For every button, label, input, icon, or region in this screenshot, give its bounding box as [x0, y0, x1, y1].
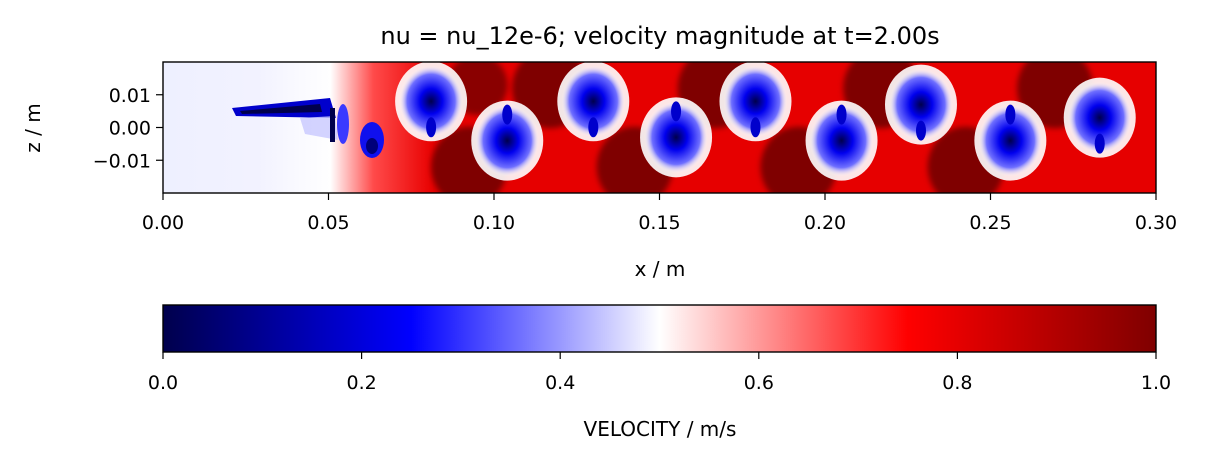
vortex-blob	[884, 64, 957, 145]
vortex-blob	[395, 62, 468, 142]
x-tick-label: 0.15	[638, 212, 680, 234]
x-axis: 0.00 0.05 0.10 0.15 0.20 0.25 0.30	[142, 193, 1177, 234]
blob-tail	[750, 117, 761, 138]
colorbar-tick-label: 0.6	[744, 372, 774, 394]
y-tick-label: 0.01	[109, 85, 151, 107]
blob-core	[644, 101, 709, 174]
x-tick-label: 0.30	[1135, 212, 1177, 234]
colorbar-tick-label: 0.2	[346, 372, 376, 394]
x-tick-label: 0.10	[473, 212, 515, 234]
vortex-blob	[719, 62, 792, 142]
blob-core	[978, 104, 1043, 177]
colorbar-tick-label: 1.0	[1141, 372, 1171, 394]
colorbar-tick-label: 0.8	[942, 372, 972, 394]
colorbar	[162, 304, 1157, 353]
y-tick-label: 0.00	[109, 118, 151, 140]
y-tick-label: −0.01	[93, 150, 151, 172]
blob-tail	[1094, 133, 1105, 154]
x-tick-label: 0.20	[804, 212, 846, 234]
blob-tail	[915, 120, 926, 141]
blob-tail	[502, 104, 513, 125]
inflow-region	[163, 62, 433, 193]
slow-vortex-blobs	[395, 62, 1136, 181]
x-tick-label: 0.00	[142, 212, 184, 234]
blob-core	[475, 104, 540, 177]
colorbar-tick-label: 0.4	[545, 372, 575, 394]
blob-tail	[671, 101, 682, 122]
vortex-blob	[805, 100, 878, 181]
blob-core	[1067, 81, 1132, 154]
blob-tail	[1005, 104, 1016, 125]
blob-core	[723, 65, 788, 138]
vortex-blob	[471, 100, 544, 181]
y-axis-label: z / m	[21, 103, 45, 152]
blob-tail	[426, 117, 437, 138]
blob-core	[809, 104, 874, 177]
vortex-blob	[974, 100, 1047, 181]
x-axis-label: x / m	[635, 257, 686, 281]
blob-tail	[836, 104, 847, 125]
colorbar-axis: 0.0 0.2 0.4 0.6 0.8 1.0	[148, 352, 1171, 394]
x-tick-label: 0.05	[307, 212, 349, 234]
colorbar-tick-label: 0.0	[148, 372, 178, 394]
vortex-blob	[640, 97, 713, 178]
colorbar-label: VELOCITY / m/s	[584, 417, 737, 441]
velocity-field	[163, 62, 1156, 193]
blob-core	[399, 65, 464, 138]
blob-tail	[588, 117, 599, 138]
y-axis: 0.01 0.00 −0.01	[93, 85, 163, 172]
jet-structure	[232, 98, 384, 158]
blob-core	[561, 65, 626, 138]
vortex-blob	[1063, 77, 1136, 158]
x-tick-label: 0.25	[969, 212, 1011, 234]
chart-title: nu = nu_12e-6; velocity magnitude at t=2…	[380, 22, 939, 50]
vortex-blob	[557, 62, 630, 142]
blob-core	[888, 68, 953, 141]
